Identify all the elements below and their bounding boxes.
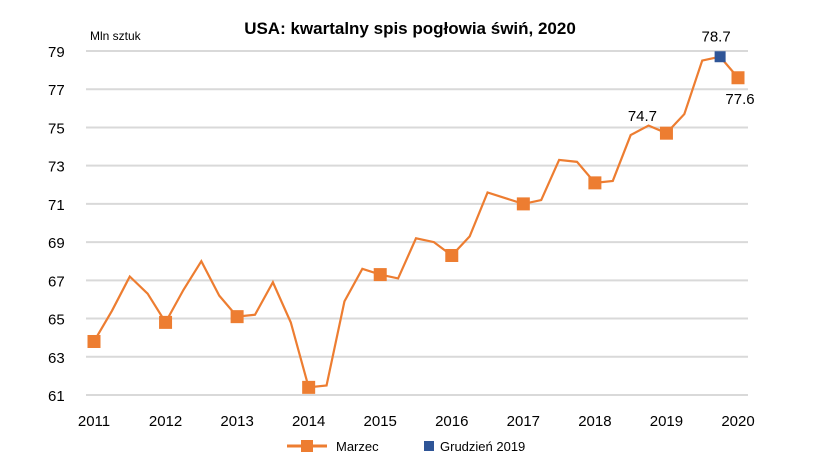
y-tick-label: 65 [48,312,65,329]
y-axis-unit: Mln sztuk [90,29,142,43]
y-tick-label: 73 [48,159,65,176]
x-tick-label: 2014 [292,413,325,430]
legend-marker-marzec [301,440,313,452]
chart-title: USA: kwartalny spis pogłowia świń, 2020 [244,19,576,38]
marker-grudzien-2019 [714,51,726,63]
legend-label-marzec: Marzec [336,439,379,454]
x-tick-label: 2017 [507,413,540,430]
marker-marzec [87,334,101,348]
x-tick-label: 2015 [364,413,397,430]
legend-label-grudzien: Grudzień 2019 [440,439,525,454]
marker-marzec [230,310,244,324]
marker-marzec [159,315,173,329]
y-tick-label: 63 [48,350,65,367]
y-tick-label: 77 [48,82,65,99]
x-tick-label: 2011 [78,413,110,430]
marker-marzec [731,71,745,85]
data-label: 77.6 [725,91,754,108]
y-tick-label: 79 [48,44,65,61]
y-tick-label: 71 [48,197,65,214]
y-tick-label: 69 [48,235,65,252]
x-tick-label: 2019 [650,413,683,430]
legend: Marzec Grudzień 2019 [287,439,525,454]
x-tick-label: 2018 [578,413,611,430]
marker-marzec [445,248,459,262]
x-tick-label: 2016 [435,413,468,430]
marker-marzec [659,126,673,140]
x-tick-label: 2013 [220,413,253,430]
marker-marzec [516,197,530,211]
marker-marzec [302,380,316,394]
y-tick-label: 61 [48,388,65,405]
y-tick-label: 67 [48,273,65,290]
x-tick-label: 2012 [149,413,182,430]
y-tick-label: 75 [48,120,65,137]
data-label: 74.7 [628,108,657,125]
data-label: 78.7 [702,29,731,46]
marker-marzec [373,268,387,282]
x-tick-label: 2020 [721,413,754,430]
legend-marker-grudzien [424,441,434,451]
marker-marzec [588,176,602,190]
series-line-marzec [93,55,739,389]
